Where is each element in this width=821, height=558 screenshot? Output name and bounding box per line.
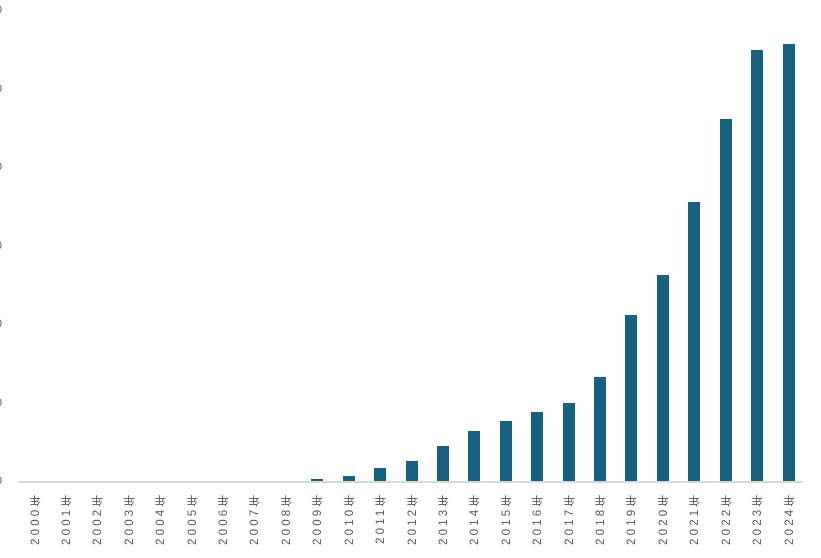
x-axis-label: 2001年 <box>60 492 73 546</box>
y-axis-tick-sliver: 0 <box>0 318 2 331</box>
x-axis-label: 2015年 <box>500 492 513 546</box>
bar-2019年 <box>625 315 638 481</box>
x-axis-label: 2010年 <box>343 492 356 546</box>
bar-2010年 <box>342 476 355 481</box>
bar-2009年 <box>311 479 324 481</box>
x-axis-label: 2003年 <box>123 492 136 546</box>
y-axis-tick-sliver: 0 <box>0 397 2 410</box>
bar-2022年 <box>719 119 732 481</box>
x-axis-label: 2019年 <box>626 492 639 546</box>
x-axis-label: 2021年 <box>689 492 702 546</box>
x-axis-label: 2009年 <box>312 492 325 546</box>
x-axis-label: 2004年 <box>155 492 168 546</box>
bar-2016年 <box>531 411 544 481</box>
bar-2012年 <box>405 460 418 481</box>
y-axis-tick-sliver: 0 <box>0 161 2 174</box>
bar-2015年 <box>499 420 512 481</box>
x-axis-label: 2018年 <box>595 492 608 546</box>
x-axis-label: 2014年 <box>469 492 482 546</box>
x-axis-label: 2011年 <box>375 492 388 545</box>
x-axis-line <box>18 481 803 483</box>
x-axis-label: 2007年 <box>249 492 262 546</box>
x-axis-label: 2020年 <box>657 492 670 546</box>
bar-2017年 <box>562 402 575 481</box>
x-axis-label: 2016年 <box>532 492 545 546</box>
x-axis-label: 2005年 <box>186 492 199 546</box>
x-axis-label: 2017年 <box>563 492 576 546</box>
bar-2011年 <box>374 467 387 481</box>
bar-2021年 <box>688 202 701 481</box>
x-axis-label: 2008年 <box>280 492 293 546</box>
bar-2014年 <box>468 430 481 481</box>
x-axis-label: 2000年 <box>29 492 42 546</box>
y-axis-tick-sliver: 0 <box>0 4 2 17</box>
y-axis-tick-sliver: 0 <box>0 240 2 253</box>
y-axis-tick-sliver: 0 <box>0 475 2 488</box>
bar-2020年 <box>656 274 669 481</box>
bar-2024年 <box>782 43 795 481</box>
x-axis-label: 2024年 <box>783 492 796 546</box>
x-axis-label: 2002年 <box>92 492 105 546</box>
bar-2023年 <box>751 50 764 481</box>
x-axis-label: 2006年 <box>218 492 231 546</box>
x-axis-label: 2012年 <box>406 492 419 546</box>
bar-2013年 <box>436 446 449 481</box>
x-axis-label: 2013年 <box>437 492 450 546</box>
x-axis-label: 2023年 <box>752 492 765 546</box>
bar-2018年 <box>594 377 607 481</box>
y-axis-tick-sliver: 0 <box>0 83 2 96</box>
x-axis-label: 2022年 <box>720 492 733 546</box>
